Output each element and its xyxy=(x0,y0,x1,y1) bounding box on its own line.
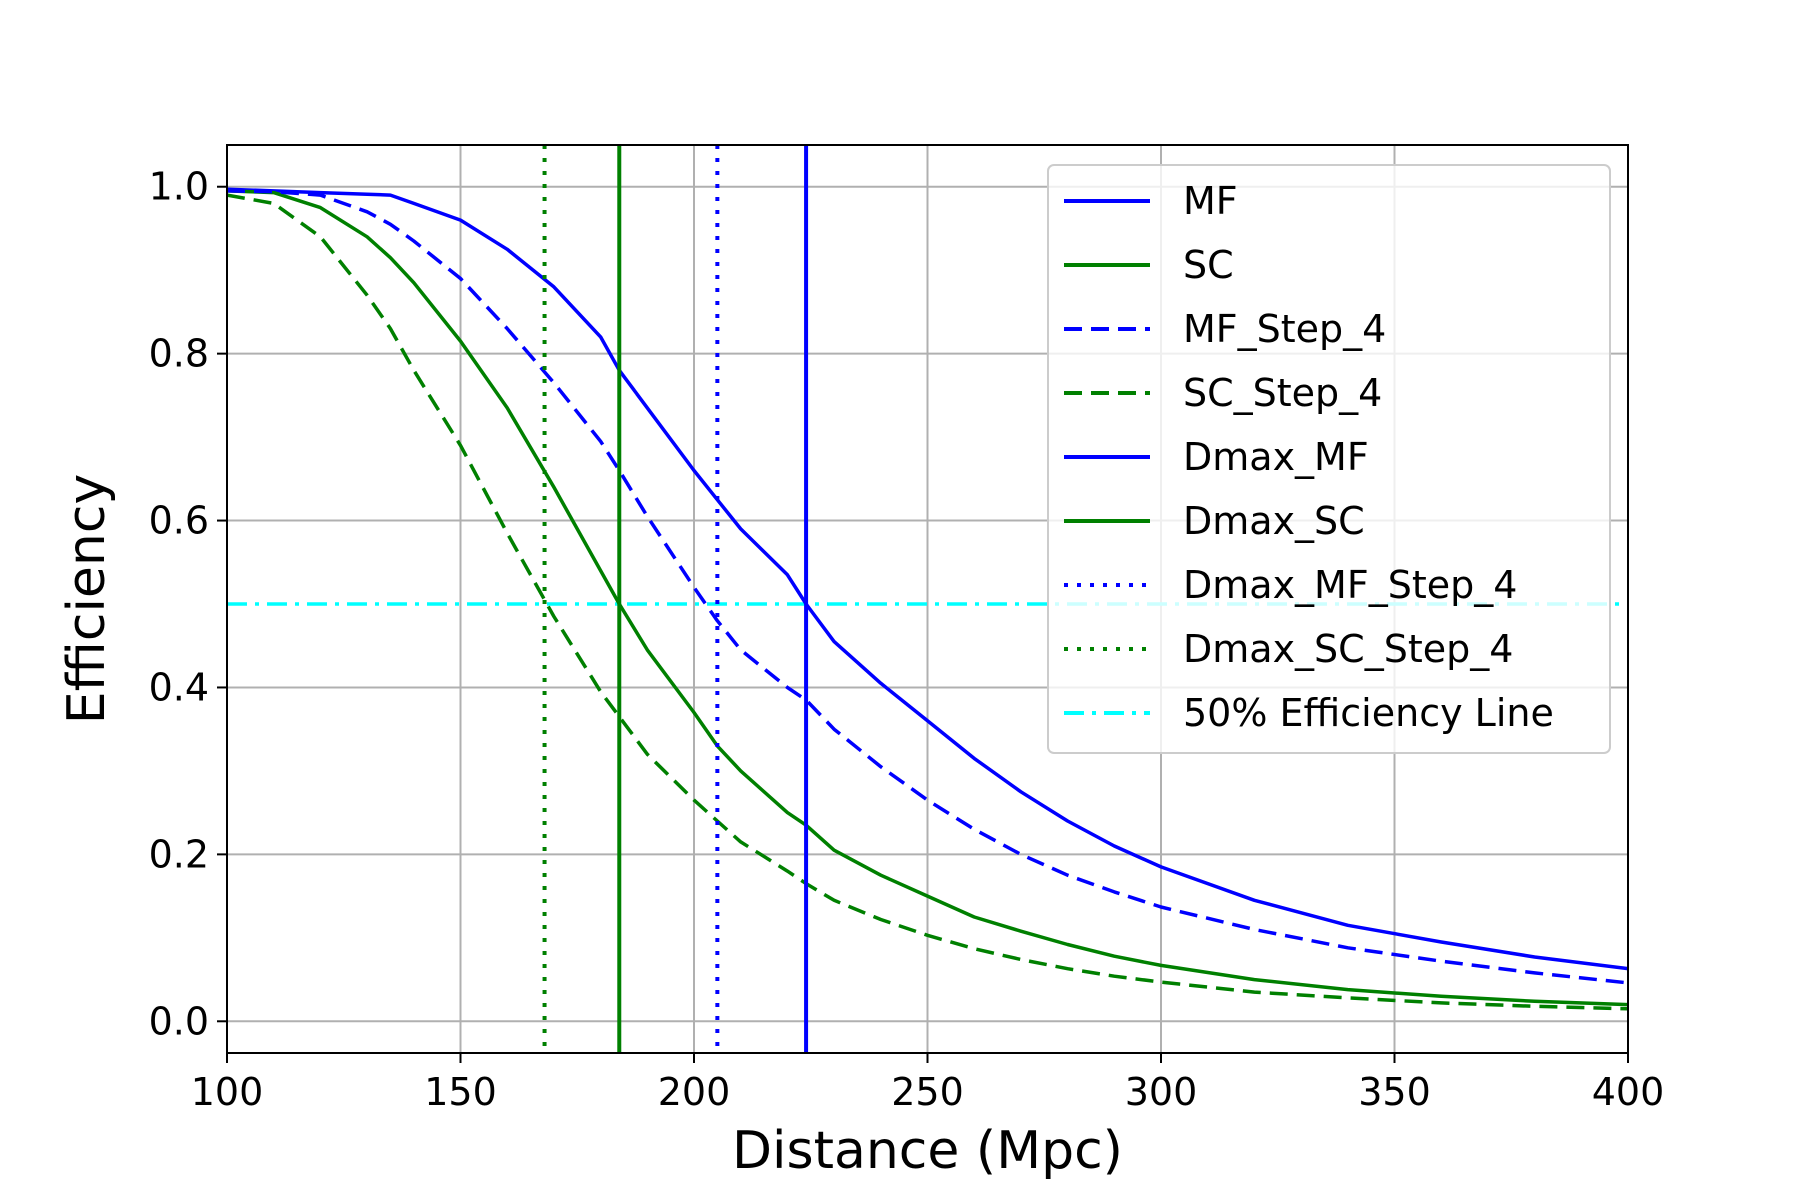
x-tick-label: 300 xyxy=(1125,1070,1198,1114)
legend-label: Dmax_SC_Step_4 xyxy=(1183,627,1513,671)
legend: MF SC MF_Step_4 SC_Step_4 Dmax_MF Dmax_SC Dmax… xyxy=(1047,164,1611,754)
x-tick-label: 100 xyxy=(191,1070,264,1114)
series-line-sc-step-4 xyxy=(227,193,1628,1011)
y-axis-label: Efficiency xyxy=(57,474,117,724)
legend-label: MF xyxy=(1183,179,1238,223)
legend-label: Dmax_MF xyxy=(1183,435,1369,479)
x-tick-label: 400 xyxy=(1592,1070,1665,1114)
legend-label: SC xyxy=(1183,243,1234,287)
series-line-mf-step-4 xyxy=(227,189,1628,985)
legend-label: Dmax_SC xyxy=(1183,499,1365,543)
legend-label: 50% Efficiency Line xyxy=(1183,691,1554,735)
x-axis-label: Distance (Mpc) xyxy=(732,1121,1123,1181)
y-tick-label: 0.6 xyxy=(149,499,209,543)
x-tick-label: 350 xyxy=(1358,1070,1431,1114)
x-tick-label: 150 xyxy=(424,1070,497,1114)
legend-box xyxy=(1047,164,1611,754)
x-tick-label: 250 xyxy=(891,1070,964,1114)
y-tick-label: 0.4 xyxy=(149,665,209,709)
ticks: 100 150 200 250 300 350 400 0.0 0.2 0.4 0.6 0.8 1.0 xyxy=(149,165,1665,1114)
series-line-mf xyxy=(227,187,1628,971)
y-tick-label: 1.0 xyxy=(149,165,209,209)
x-tick-label: 200 xyxy=(658,1070,731,1114)
y-tick-label: 0.2 xyxy=(149,832,209,876)
legend-label: MF_Step_4 xyxy=(1183,307,1386,351)
y-tick-label: 0.0 xyxy=(149,999,209,1043)
y-tick-label: 0.8 xyxy=(149,332,209,376)
legend-label: SC_Step_4 xyxy=(1183,371,1382,415)
legend-label: Dmax_MF_Step_4 xyxy=(1183,563,1517,607)
series-line-sc xyxy=(227,189,1628,1007)
